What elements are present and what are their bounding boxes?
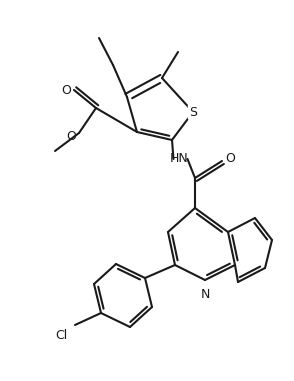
Text: HN: HN xyxy=(170,152,189,165)
Text: O: O xyxy=(61,83,71,96)
Text: O: O xyxy=(66,130,76,142)
Text: N: N xyxy=(200,288,210,301)
Text: S: S xyxy=(189,106,197,118)
Text: Cl: Cl xyxy=(55,329,67,342)
Text: O: O xyxy=(225,152,235,165)
